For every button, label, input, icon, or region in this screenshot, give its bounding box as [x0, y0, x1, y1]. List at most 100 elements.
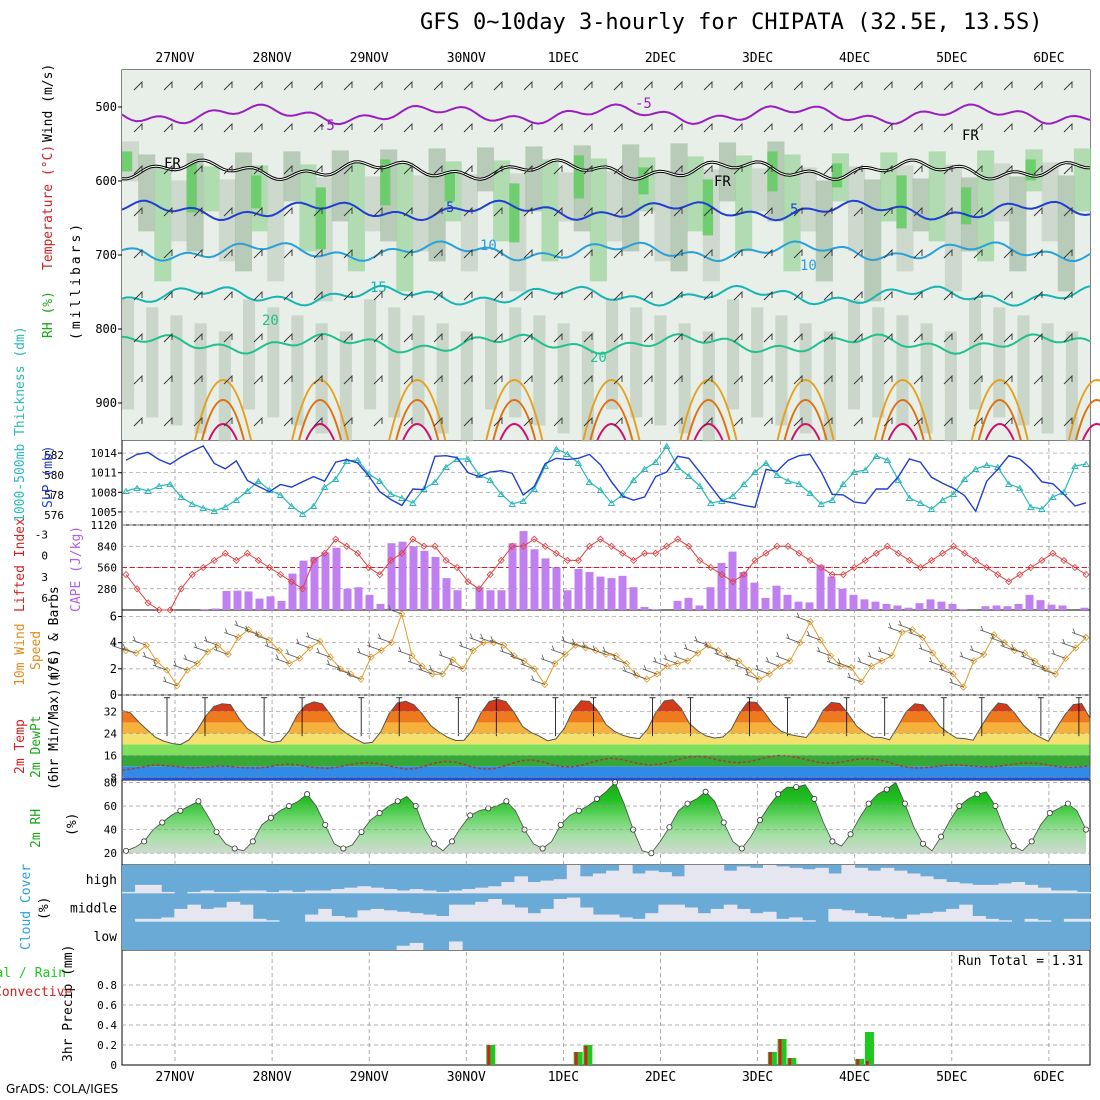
wind-speed-line [125, 612, 1087, 689]
thickness-marker [144, 487, 152, 494]
ylabel-minmax: (6hr Min/Max) (°C) [47, 649, 62, 790]
temp-band [122, 711, 1090, 723]
temp-line [121, 698, 1091, 780]
wind-barb [283, 122, 293, 133]
wind-barb [853, 206, 863, 217]
rh-column [969, 299, 982, 410]
cloud-bar-middle [998, 920, 1013, 922]
wind-barb [433, 290, 443, 301]
cloud-bar-middle [409, 913, 424, 922]
wind-barb [913, 374, 923, 385]
cloud-bar-high [919, 876, 934, 894]
wind10-barb [183, 654, 198, 664]
thickness-marker [122, 487, 130, 494]
cloud-bar-high [946, 882, 960, 894]
cape-bar [398, 541, 407, 610]
wind-barb [403, 80, 413, 91]
thickness-marker [1004, 480, 1013, 487]
li-marker [817, 563, 825, 572]
precip-bar-conv [487, 1045, 491, 1065]
ylabel-wind10-b: Speed [29, 631, 44, 670]
cape-bar [508, 543, 517, 610]
wind-barb [973, 332, 983, 343]
li-marker [243, 549, 251, 557]
wind-barb [463, 332, 473, 343]
cloud-bar-high [906, 873, 921, 894]
rh-tick-label: 60 [104, 800, 117, 813]
surface-arch [1081, 423, 1100, 441]
cloud-bar-middle [213, 907, 228, 922]
cloud-bar-middle [135, 918, 149, 922]
surface-arch [201, 399, 245, 441]
thickness-marker [552, 445, 561, 452]
wind-barb [403, 416, 413, 427]
cape-bar [695, 605, 704, 610]
cloud-cover-panel: high middle low [70, 865, 1091, 950]
thickness-tick-label: 580 [44, 469, 64, 482]
temp-band [122, 722, 1090, 734]
thickness-marker [155, 482, 163, 489]
cloud-bar-high [723, 870, 738, 894]
cloud-bar-middle [658, 904, 672, 922]
cloud-bar-high [501, 882, 515, 894]
cloud-bar-high [1024, 884, 1039, 894]
cape-bar [981, 606, 990, 610]
wind-barb [1003, 332, 1013, 343]
wind-barb [853, 80, 863, 91]
cloud-bar-middle [357, 910, 372, 922]
wind-barb [223, 206, 233, 217]
temp-tick-label: 16 [104, 749, 117, 762]
wind10-barb [152, 661, 167, 671]
ylabel-temp2m: 2m Temp [13, 719, 28, 774]
rh-cell [848, 166, 866, 252]
wind-barb [793, 122, 803, 133]
thickness-marker [651, 458, 660, 465]
cloud-bar-high [344, 887, 358, 894]
rh-cell [364, 176, 382, 232]
li-marker [795, 549, 803, 557]
wind-barb [253, 374, 263, 385]
wind-barb [1033, 416, 1043, 427]
wind-barb [1063, 206, 1073, 217]
thickness-marker [1082, 460, 1090, 467]
date-label: 6DEC [1033, 1070, 1064, 1085]
li-marker [155, 606, 163, 614]
temp-tick-label: 32 [104, 705, 117, 718]
cape-bar [288, 573, 297, 610]
wind-barb [133, 248, 143, 259]
wind10-barb [213, 645, 229, 655]
li-marker [883, 542, 891, 550]
li-cape-panel: 280 560 840 1120 -3 0 3 6 [35, 519, 1090, 614]
cloud-bar-middle [828, 908, 842, 922]
rh-column [872, 307, 885, 418]
cape-bar [750, 582, 759, 610]
li-marker [232, 556, 240, 564]
cloud-bar-middle [1024, 918, 1039, 922]
rh-cell-moist [444, 171, 455, 202]
wind-barb [973, 122, 983, 133]
wind-barb [433, 80, 443, 91]
li-marker [210, 556, 218, 564]
wind10-barb [254, 630, 270, 641]
wind-barb [973, 80, 983, 91]
temp-ylabels: 2m Temp 2m DewPt (6hr Min/Max) (°C) [13, 649, 62, 790]
surface-arch [790, 423, 821, 441]
cloud-bar-high [671, 876, 685, 894]
precip-bar-total [767, 1052, 777, 1065]
wind-barb [193, 248, 203, 259]
cloud-bar-high [553, 879, 568, 894]
thickness-marker [640, 465, 649, 472]
wind-barb [853, 248, 863, 259]
wind-barb [433, 248, 443, 259]
thickness-marker [828, 496, 837, 503]
wind-barb [1003, 290, 1013, 301]
cape-bar [244, 591, 253, 610]
li-marker [994, 571, 1002, 579]
li-marker [221, 549, 229, 557]
cloud-row-label: low [94, 930, 118, 945]
wind10-barb [234, 620, 249, 630]
contour-label: 15 [370, 280, 387, 296]
wind-barb [853, 164, 863, 175]
cloud-bar-middle [841, 910, 856, 922]
wind-barb [883, 248, 893, 259]
